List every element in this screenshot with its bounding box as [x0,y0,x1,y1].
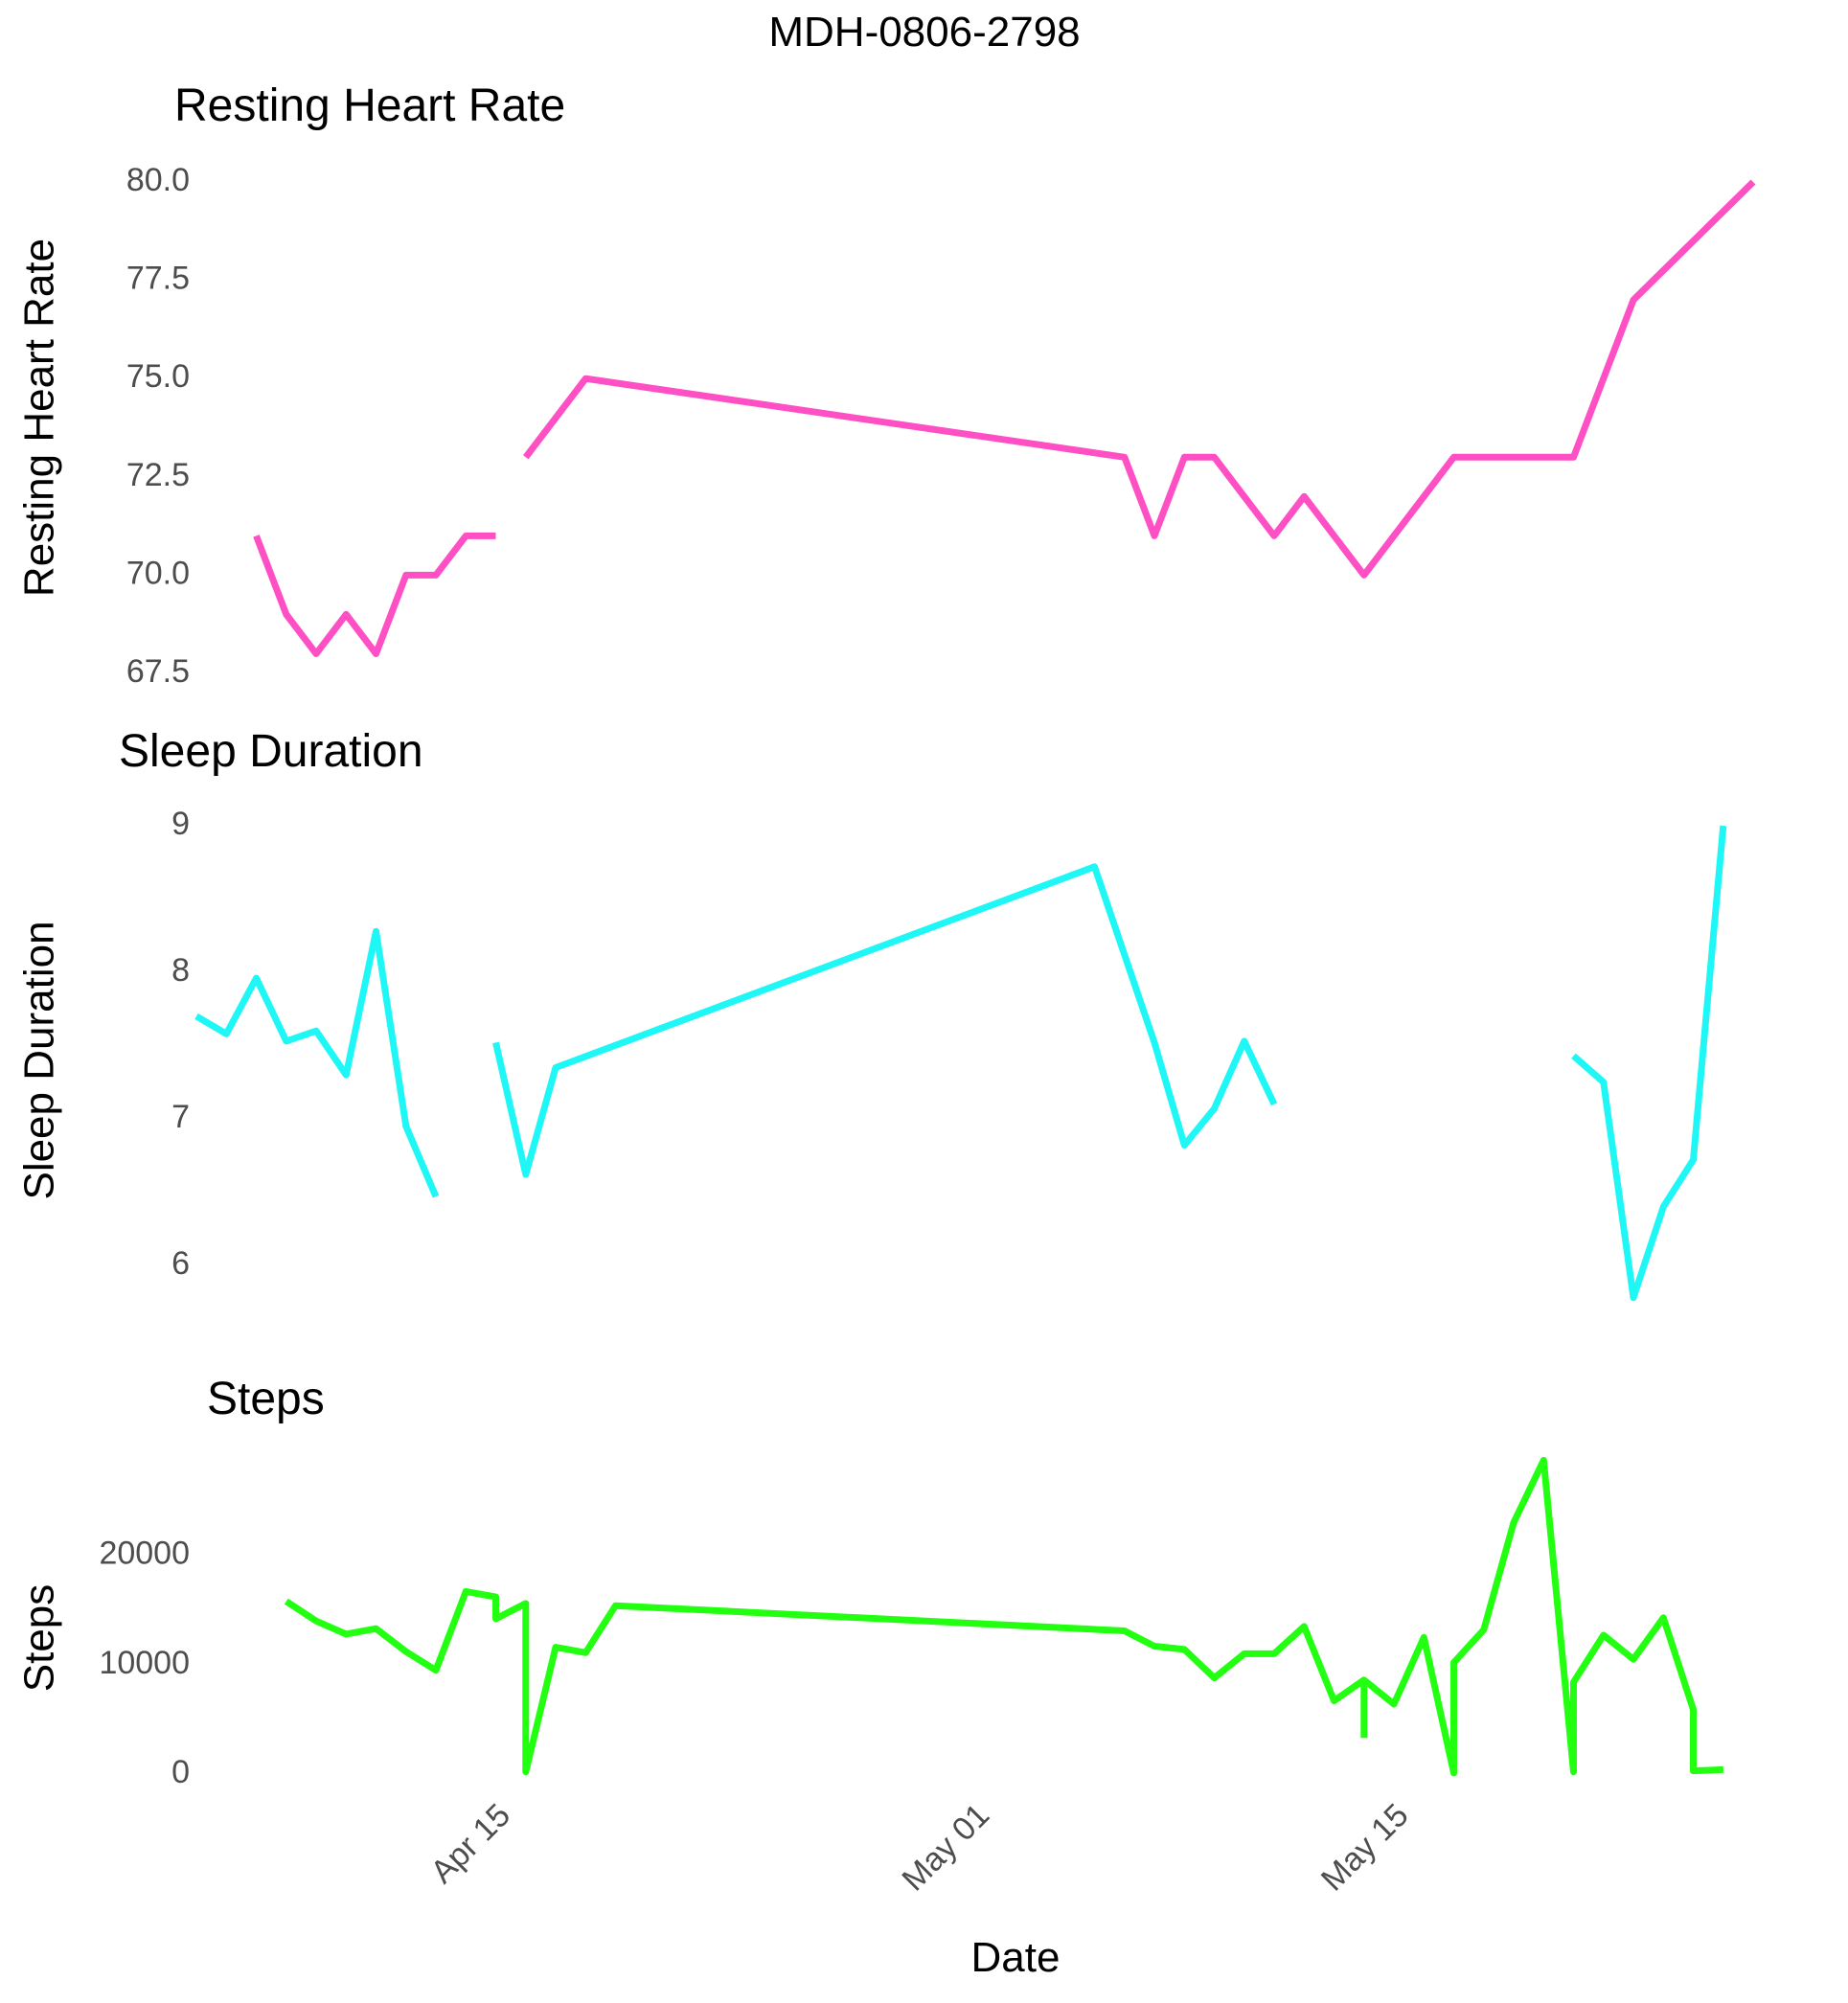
y-tick-label: 7 [171,1099,190,1135]
series-line-segment [523,179,1756,579]
panel-1: Resting Heart Rate Resting Heart Rate 67.5… [16,80,1756,690]
x-tick-label: Apr 15 [423,1797,517,1891]
y-tick-label: 77.5 [126,261,190,297]
y-axis-label: Sleep Duration [16,921,63,1199]
series-line-segment [284,1587,1368,1776]
y-tick-label: 72.5 [126,457,190,493]
x-tick-label: May 01 [895,1797,996,1899]
y-tick-label: 9 [171,806,190,842]
y-axis-label: Resting Heart Rate [16,239,63,597]
x-tick-label: May 15 [1314,1797,1416,1899]
panel-2: Sleep Duration Sleep Duration 6 7 8 9 [16,726,1727,1302]
y-tick-label: 80.0 [126,162,190,198]
y-tick-label: 67.5 [126,653,190,690]
y-tick-label: 70.0 [126,555,190,591]
series-line-segment [194,927,440,1198]
series-line-segment [1571,825,1727,1302]
series-line-segment [1361,1456,1723,1777]
y-tick-label: 10000 [99,1645,190,1681]
panel-title: Steps [207,1374,325,1424]
panel-title: Sleep Duration [119,726,423,777]
y-tick-label: 0 [171,1754,190,1790]
y-tick-label: 75.0 [126,358,190,395]
series-line-segment [492,863,1278,1178]
x-axis: Apr 15 May 01 May 15 [423,1797,1415,1899]
panels: Resting Heart Rate Resting Heart Rate 67.5… [16,80,1756,1790]
x-axis-label: Date [971,1934,1061,1981]
y-tick-label: 6 [171,1245,190,1282]
panel-title: Resting Heart Rate [174,80,565,131]
y-tick-label: 20000 [99,1536,190,1572]
y-axis-label: Steps [16,1584,63,1693]
figure-title: MDH-0806-2798 [768,9,1080,56]
series-line-segment [253,532,496,657]
y-tick-label: 8 [171,952,190,989]
panel-3: Steps Steps 0 10000 20000 [16,1374,1723,1790]
